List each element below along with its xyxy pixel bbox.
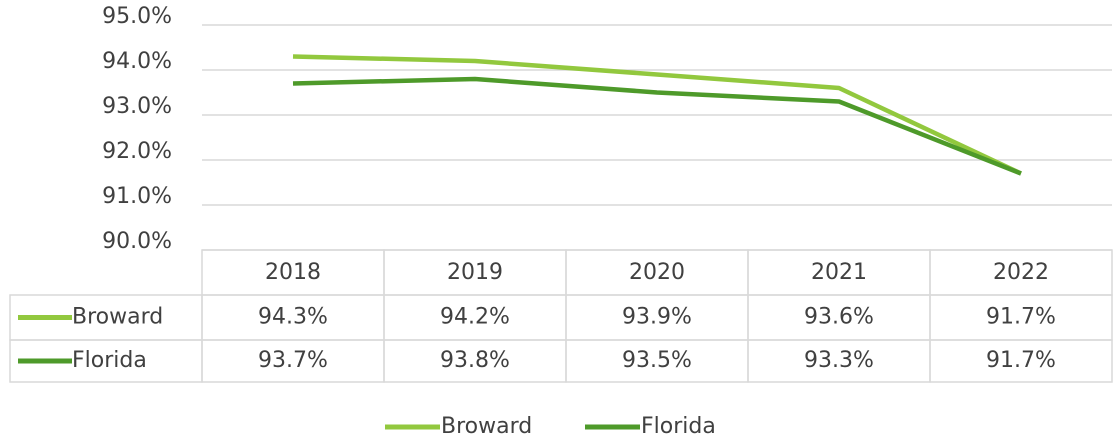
y-tick-label: 92.0% bbox=[102, 139, 172, 164]
table-row-label: Florida bbox=[72, 348, 147, 373]
x-tick-label: 2019 bbox=[447, 260, 503, 285]
legend-label: Broward bbox=[441, 414, 532, 439]
y-tick-label: 95.0% bbox=[102, 4, 172, 29]
table-row-label: Broward bbox=[72, 305, 163, 330]
table-value: 93.9% bbox=[622, 305, 692, 330]
table-value: 94.2% bbox=[440, 305, 510, 330]
table-value: 93.5% bbox=[622, 348, 692, 373]
table-value: 93.8% bbox=[440, 348, 510, 373]
y-tick-label: 94.0% bbox=[102, 49, 172, 74]
x-tick-label: 2022 bbox=[993, 260, 1049, 285]
table-value: 91.7% bbox=[986, 305, 1056, 330]
table-value: 94.3% bbox=[258, 305, 328, 330]
x-tick-label: 2020 bbox=[629, 260, 685, 285]
x-tick-label: 2018 bbox=[265, 260, 321, 285]
table-value: 93.7% bbox=[258, 348, 328, 373]
series-line bbox=[292, 54, 1022, 176]
table-value: 93.6% bbox=[804, 305, 874, 330]
y-tick-label: 90.0% bbox=[102, 229, 172, 254]
y-tick-label: 91.0% bbox=[102, 184, 172, 209]
table-value: 93.3% bbox=[804, 348, 874, 373]
y-tick-label: 93.0% bbox=[102, 94, 172, 119]
table-value: 91.7% bbox=[986, 348, 1056, 373]
table-cell bbox=[929, 339, 1113, 383]
series-line bbox=[292, 76, 1022, 176]
legend-label: Florida bbox=[641, 414, 716, 439]
x-tick-label: 2021 bbox=[811, 260, 867, 285]
